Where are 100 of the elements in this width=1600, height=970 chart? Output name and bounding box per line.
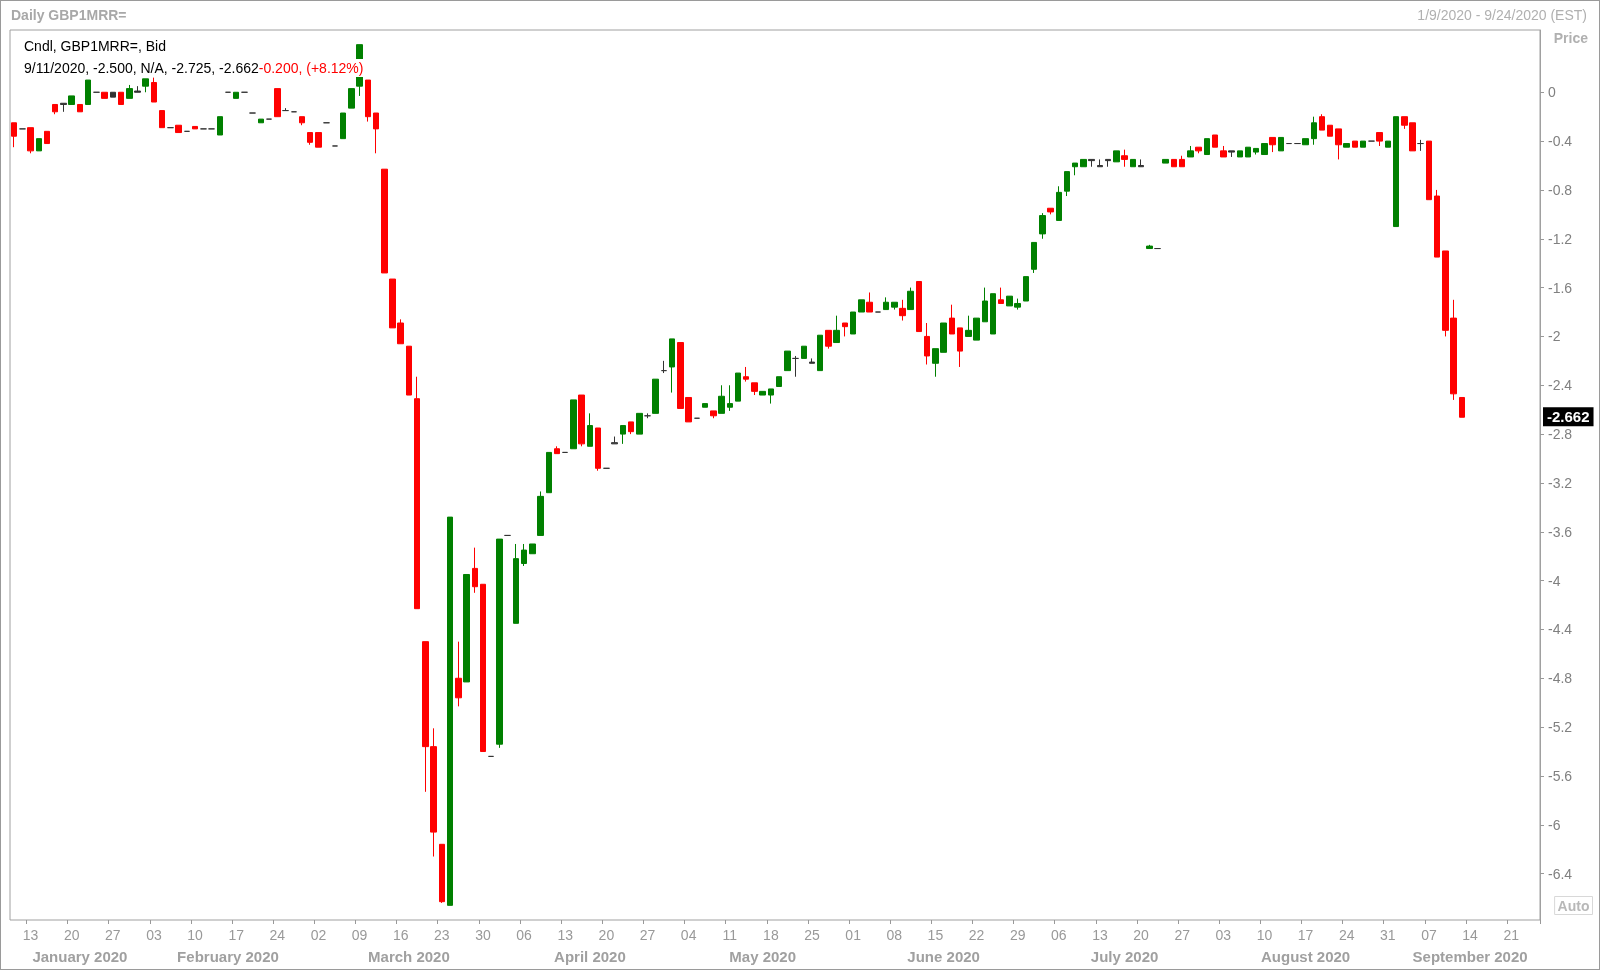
x-tick-label: 30 bbox=[475, 927, 491, 943]
candlestick bbox=[784, 350, 791, 372]
x-tick-label: 11 bbox=[722, 927, 738, 943]
x-tick-label: 10 bbox=[187, 927, 204, 943]
candlestick bbox=[1080, 158, 1087, 168]
candlestick bbox=[735, 372, 741, 402]
y-tick-label: -4.8 bbox=[1548, 670, 1573, 687]
text: June 2020 bbox=[907, 948, 980, 965]
candlestick bbox=[924, 322, 930, 366]
candlestick bbox=[1088, 158, 1095, 168]
candlestick bbox=[743, 366, 749, 383]
x-tick-label: 23 bbox=[434, 927, 450, 943]
candlestick bbox=[44, 130, 50, 145]
candlestick bbox=[1171, 158, 1177, 168]
x-tick-label: 15 bbox=[927, 927, 944, 943]
candlestick bbox=[447, 516, 453, 906]
candlestick bbox=[299, 116, 305, 126]
candlestick bbox=[1023, 276, 1029, 302]
y-tick-label: -5.6 bbox=[1548, 767, 1573, 784]
y-tick-label: -2.4 bbox=[1548, 377, 1573, 394]
candlestick bbox=[1335, 128, 1342, 160]
text: Auto bbox=[1557, 897, 1590, 914]
y-tick-label: -4 bbox=[1548, 572, 1561, 589]
candlestick bbox=[842, 322, 848, 337]
candlestick bbox=[1047, 207, 1054, 215]
candlestick bbox=[27, 127, 34, 154]
candlestick bbox=[529, 543, 536, 555]
text: January 2020 bbox=[32, 948, 128, 965]
candlestick bbox=[1278, 136, 1284, 152]
candlestick bbox=[1426, 140, 1432, 201]
candlestick bbox=[949, 304, 955, 335]
candlestick bbox=[998, 287, 1004, 304]
candlestick bbox=[661, 360, 667, 374]
candlestick bbox=[1343, 143, 1350, 148]
x-tick-label: 17 bbox=[228, 927, 245, 943]
candlestick bbox=[439, 843, 445, 904]
candlestick bbox=[620, 425, 626, 445]
candlestick bbox=[159, 110, 165, 129]
x-tick-label: 09 bbox=[351, 927, 368, 943]
candlestick bbox=[258, 118, 264, 124]
y-tick-label: -6.4 bbox=[1548, 865, 1573, 882]
candlestick bbox=[801, 345, 807, 359]
x-tick-label: 20 bbox=[1133, 927, 1150, 943]
x-tick-label: 01 bbox=[845, 927, 862, 943]
x-tick-label: 27 bbox=[105, 927, 121, 943]
text: July 2020 bbox=[1090, 948, 1159, 965]
x-tick-label: 13 bbox=[1092, 927, 1108, 943]
candlestick bbox=[833, 315, 840, 344]
x-tick-label: 03 bbox=[146, 927, 162, 943]
candlestick bbox=[1220, 145, 1227, 158]
candlestick bbox=[916, 281, 922, 333]
candlestick bbox=[1311, 116, 1317, 146]
candlestick bbox=[1212, 134, 1218, 148]
candlestick bbox=[850, 311, 856, 335]
candlestick bbox=[1097, 158, 1103, 168]
x-tick-label: 27 bbox=[639, 927, 656, 943]
candlestick bbox=[1434, 189, 1440, 258]
y-tick-label: -5.2 bbox=[1548, 719, 1573, 736]
candlestick bbox=[348, 88, 355, 109]
y-tick-label: -2 bbox=[1548, 328, 1561, 345]
candlestick bbox=[1261, 143, 1268, 156]
candlestick bbox=[373, 112, 379, 154]
candlestick bbox=[1253, 147, 1259, 156]
candlestick bbox=[1302, 138, 1309, 146]
x-tick-label: 24 bbox=[269, 927, 286, 943]
chart-title: Daily GBP1MRR= bbox=[11, 7, 127, 23]
y-tick-label: -1.2 bbox=[1548, 230, 1573, 247]
candlestick bbox=[175, 124, 182, 134]
candlestick bbox=[1064, 171, 1070, 197]
candlestick bbox=[480, 583, 486, 753]
candlestick bbox=[587, 412, 593, 447]
y-tick-label: -0.4 bbox=[1548, 133, 1573, 150]
candlestick bbox=[883, 296, 889, 311]
candlestick bbox=[727, 384, 733, 412]
y-tick-label: -6 bbox=[1548, 816, 1561, 833]
candlestick bbox=[1352, 140, 1358, 148]
candlestick bbox=[1417, 139, 1424, 152]
y-tick-label: -4.4 bbox=[1548, 621, 1573, 638]
x-tick-label: 13 bbox=[557, 927, 574, 943]
x-tick-label: 06 bbox=[516, 927, 533, 943]
candlestick bbox=[381, 168, 388, 274]
text: May 2020 bbox=[729, 948, 797, 965]
candlestick bbox=[1459, 396, 1465, 418]
candlestick bbox=[414, 376, 420, 610]
candlestick bbox=[578, 394, 585, 447]
x-tick-label: 14 bbox=[1462, 927, 1479, 943]
candlestick bbox=[472, 547, 478, 594]
candlestick bbox=[809, 357, 815, 364]
candlestick bbox=[274, 88, 281, 118]
x-tick-label: 07 bbox=[1421, 927, 1437, 943]
candlestick bbox=[990, 293, 996, 335]
x-tick-label: 08 bbox=[886, 927, 903, 943]
y-tick-label: -3.6 bbox=[1548, 523, 1573, 540]
candlestick bbox=[126, 84, 133, 99]
text: August 2020 bbox=[1260, 948, 1351, 965]
candlestick bbox=[134, 85, 141, 93]
text: March 2020 bbox=[368, 948, 450, 965]
candlestick bbox=[118, 91, 124, 105]
x-tick-label: 06 bbox=[1051, 927, 1067, 943]
candlestick bbox=[1195, 146, 1202, 154]
